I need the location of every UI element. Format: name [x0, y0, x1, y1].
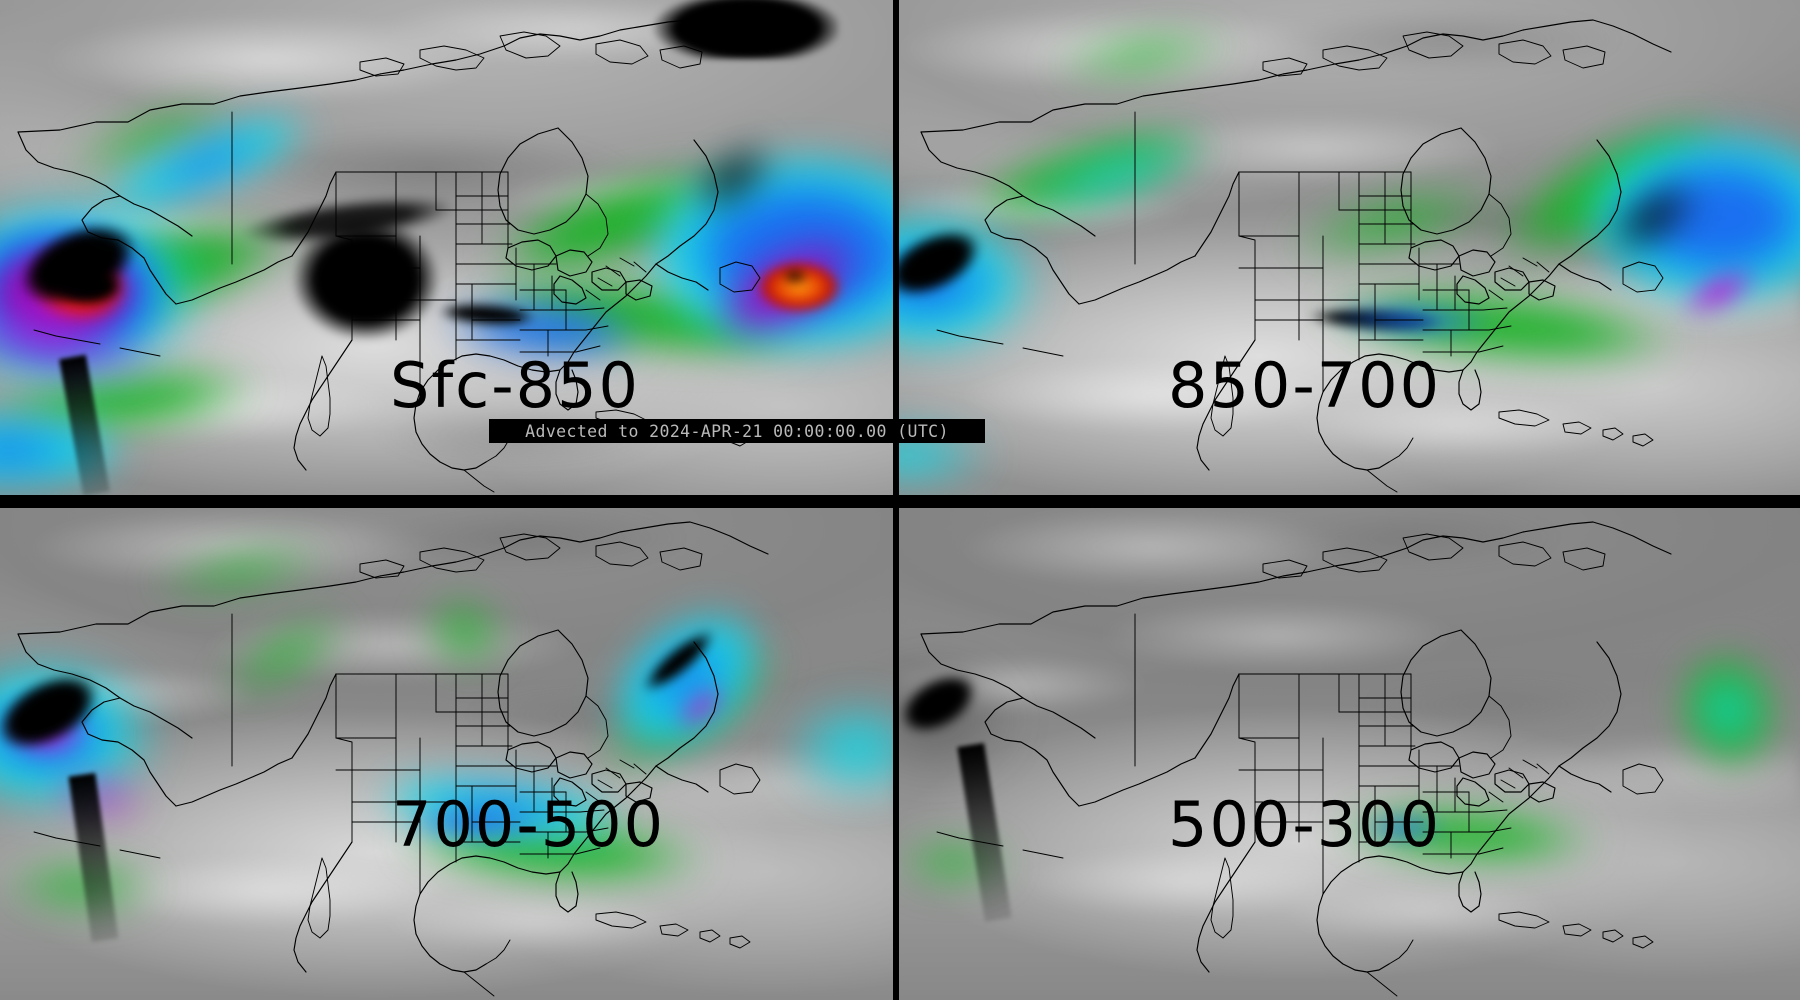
- panel-label-850-700: 850-700: [1168, 349, 1442, 422]
- advection-time-caption: Advected to 2024-APR-21 00:00:00.00 (UTC…: [489, 419, 985, 443]
- gulf-coast-blue-patch: [1349, 813, 1458, 843]
- panel-divider-vertical-bottom: [893, 500, 899, 1000]
- panel-label-700-500: 700-500: [392, 788, 666, 861]
- arctic-void: [634, 0, 840, 60]
- panel-label-sfc-850: Sfc-850: [390, 349, 640, 422]
- atlantic-void-core: [776, 264, 813, 288]
- panel-500-300[interactable]: [899, 508, 1800, 1000]
- panel-label-500-300: 500-300: [1168, 788, 1442, 861]
- caption-text: Advected to 2024-APR-21 00:00:00.00 (UTC…: [525, 421, 949, 441]
- panel-divider-horizontal: [0, 495, 1800, 508]
- pacific-cyclone-spiral: [899, 190, 1067, 375]
- cloud-texture: [899, 508, 1800, 1000]
- panel-divider-vertical-top: [893, 0, 899, 500]
- panel-700-500[interactable]: [0, 508, 893, 1000]
- panel-sfc-850[interactable]: [0, 0, 893, 495]
